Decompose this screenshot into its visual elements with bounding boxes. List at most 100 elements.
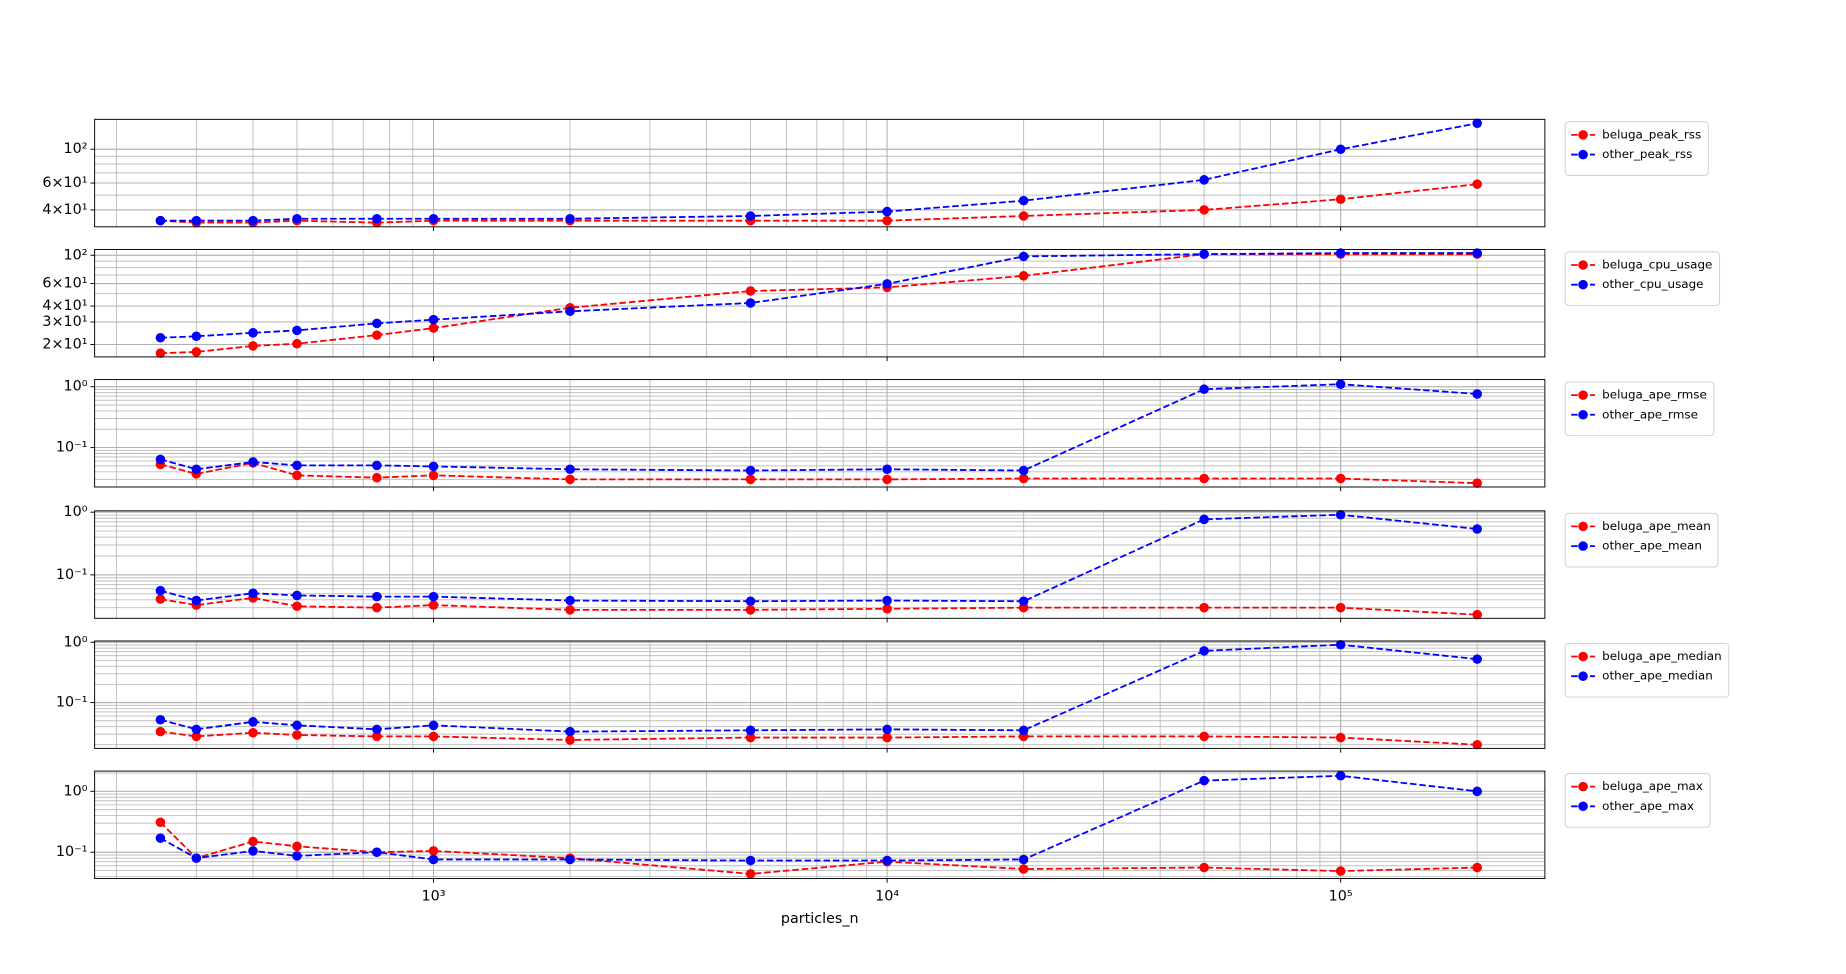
data-point	[1335, 144, 1346, 155]
data-point	[1199, 384, 1209, 394]
data-point	[1199, 775, 1209, 786]
data-point	[248, 341, 258, 351]
data-point	[372, 602, 382, 613]
data-point	[248, 846, 258, 856]
legend-box	[1564, 772, 1711, 828]
data-point	[1199, 205, 1209, 215]
data-point	[745, 298, 756, 308]
axes-frame	[94, 118, 1546, 228]
data-point	[292, 470, 302, 481]
data-point	[565, 605, 575, 615]
data-point	[292, 460, 302, 471]
data-point	[1472, 248, 1482, 258]
x-axis-label: particles_n	[781, 911, 859, 927]
data-point	[191, 331, 202, 342]
data-point	[565, 595, 575, 606]
subplot: 10⁻¹ 10⁰ beluga_ape_mean other_ape_mean	[56, 504, 1719, 623]
data-point	[1335, 866, 1346, 876]
legend: beluga_peak_rss other_peak_rss	[1564, 121, 1709, 176]
data-point	[1199, 646, 1209, 656]
legend-swatch-marker	[1578, 260, 1588, 270]
data-point	[372, 724, 382, 735]
legend: beluga_ape_mean other_ape_mean	[1564, 512, 1719, 568]
data-point	[882, 279, 892, 289]
data-point	[292, 338, 302, 349]
legend-label: beluga_ape_rmse	[1602, 388, 1707, 402]
data-point	[292, 590, 302, 601]
data-point	[1018, 271, 1029, 281]
data-point	[1018, 473, 1029, 484]
series-line	[160, 253, 1478, 355]
data-point	[1018, 195, 1029, 206]
axes-frame	[94, 640, 1546, 749]
data-point	[1472, 862, 1482, 873]
data-point	[191, 347, 202, 357]
data-point	[248, 328, 258, 338]
data-point	[428, 600, 439, 610]
data-point	[155, 585, 166, 596]
data-point	[1472, 609, 1482, 620]
data-point	[292, 851, 302, 861]
legend-swatch-marker	[1578, 410, 1588, 420]
data-point	[1335, 194, 1346, 205]
y-tick-label: 10⁻¹	[56, 695, 88, 711]
data-point	[882, 724, 892, 735]
y-tick-label: 4×10¹	[42, 298, 87, 314]
legend-swatch-marker	[1578, 390, 1588, 400]
legend-box	[1564, 121, 1709, 176]
data-point	[565, 213, 575, 224]
data-point	[882, 604, 892, 614]
data-point	[248, 717, 258, 727]
data-point	[1335, 771, 1346, 781]
data-point	[155, 215, 166, 226]
legend-label: other_ape_mean	[1602, 539, 1702, 553]
data-point	[428, 854, 439, 865]
legend-label: beluga_cpu_usage	[1602, 257, 1712, 271]
data-point	[155, 833, 166, 843]
data-point	[292, 213, 302, 224]
x-tick-label: 10³	[422, 888, 446, 904]
legend-box	[1564, 251, 1721, 307]
data-point	[428, 213, 439, 224]
data-point	[745, 286, 756, 296]
legend-label: beluga_ape_median	[1602, 649, 1721, 663]
data-point	[1335, 639, 1346, 650]
data-point	[372, 318, 382, 329]
y-tick-label: 10⁰	[64, 634, 88, 650]
legend-box	[1564, 512, 1719, 568]
data-point	[1472, 654, 1482, 664]
y-tick-label: 10⁻¹	[56, 440, 88, 456]
legend-label: other_ape_rmse	[1602, 407, 1698, 421]
series-line	[160, 513, 1478, 603]
legend-swatch-marker	[1578, 521, 1588, 532]
legend-swatch-marker	[1578, 651, 1588, 662]
data-point	[428, 314, 439, 325]
y-tick-label: 10²	[64, 247, 88, 263]
data-point	[1335, 379, 1346, 389]
data-point	[1199, 249, 1209, 259]
data-point	[565, 854, 575, 865]
data-point	[745, 855, 756, 866]
axes-frame	[94, 510, 1546, 619]
y-tick-label: 2×10¹	[42, 337, 87, 353]
y-tick-label: 6×10¹	[42, 276, 87, 292]
legend-swatch-marker	[1578, 149, 1588, 160]
data-point	[1472, 118, 1482, 129]
data-point	[428, 720, 439, 731]
subplot: 10⁻¹ 10⁰ beluga_ape_median other_ape_median	[56, 634, 1730, 753]
series-line	[160, 122, 1478, 222]
legend: beluga_ape_median other_ape_median	[1564, 642, 1730, 698]
data-point	[1472, 739, 1482, 750]
data-point	[745, 465, 756, 476]
data-point	[1199, 602, 1209, 613]
data-point	[1018, 864, 1029, 874]
legend-label: other_peak_rss	[1602, 147, 1692, 161]
data-point	[248, 588, 258, 598]
data-point	[191, 853, 202, 863]
y-tick-label: 10⁻¹	[56, 844, 88, 860]
data-point	[565, 306, 575, 317]
legend-swatch-marker	[1578, 279, 1588, 290]
y-tick-label: 10⁰	[64, 783, 88, 799]
y-tick-label: 3×10¹	[42, 314, 87, 330]
